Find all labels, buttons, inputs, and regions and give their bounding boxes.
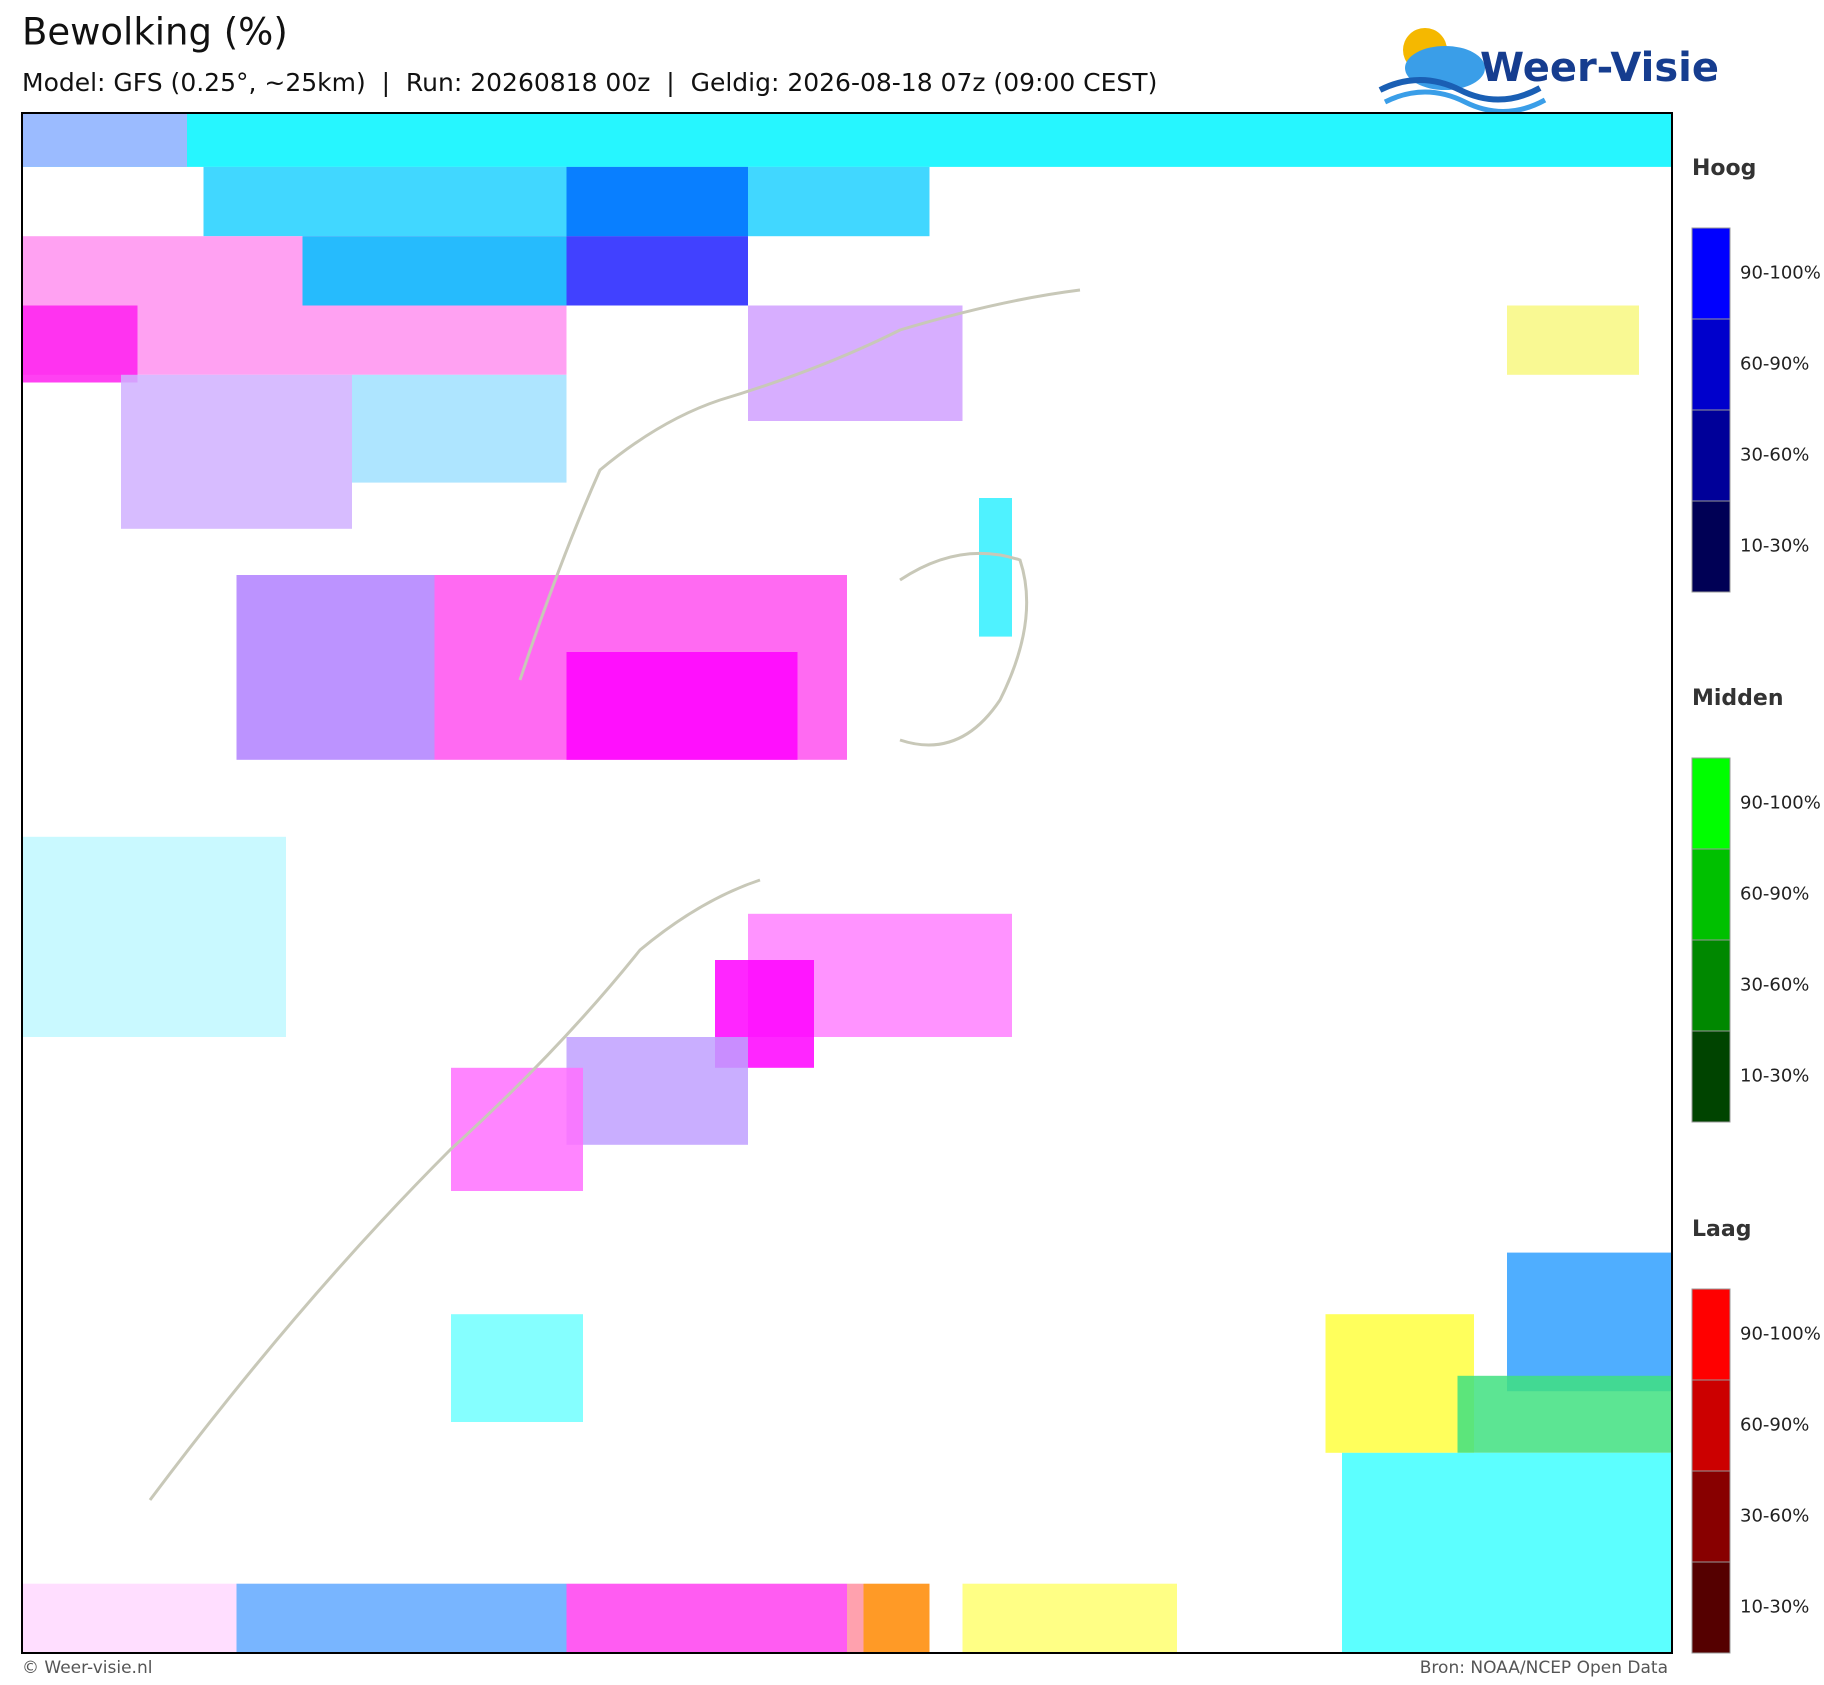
logo: Weer-Visie	[1378, 28, 1719, 114]
cloud-cell	[302, 236, 567, 306]
cloud-cell	[566, 236, 748, 306]
legend-swatch	[1691, 318, 1731, 411]
legend-swatch	[1691, 500, 1731, 593]
legend-label: 60-90%	[1740, 884, 1809, 905]
footer-source: Bron: NOAA/NCEP Open Data	[1420, 1658, 1668, 1678]
cloud-cell	[863, 1583, 930, 1653]
cloud-cell	[847, 1583, 864, 1653]
legend-swatch	[1691, 757, 1731, 850]
coastline	[148, 878, 761, 1501]
footer-credit: © Weer-visie.nl	[22, 1658, 152, 1678]
legend-label: 90-100%	[1740, 793, 1821, 814]
legend-label: 90-100%	[1740, 1324, 1821, 1345]
logo-text: Weer-Visie	[1480, 45, 1719, 91]
coastline	[518, 288, 1081, 681]
cloud-cell	[352, 374, 567, 483]
legend-label: 10-30%	[1740, 1066, 1809, 1087]
cloud-cell	[451, 1314, 583, 1422]
cloud-cell	[121, 374, 352, 529]
legend-label: 10-30%	[1740, 1597, 1809, 1618]
cloud-cell	[236, 575, 435, 760]
legend-swatch	[1691, 1561, 1731, 1654]
legend-swatch	[1691, 848, 1731, 941]
legend-swatch	[1691, 939, 1731, 1032]
cloud-cell	[1457, 1375, 1672, 1453]
map	[22, 113, 1672, 1653]
cloud-cell	[22, 113, 187, 167]
cloud-cell	[22, 1583, 237, 1653]
cloud-cell	[566, 652, 798, 760]
cloud-cell	[1507, 305, 1639, 375]
title: Bewolking (%)	[22, 11, 288, 54]
map-frame	[21, 112, 1673, 1654]
cloud-cell	[566, 1037, 748, 1145]
legend-label: 30-60%	[1740, 445, 1809, 466]
legend-label: 90-100%	[1740, 263, 1821, 284]
subtitle: Model: GFS (0.25°, ~25km) | Run: 2026081…	[22, 68, 1157, 97]
legend-title: Midden	[1692, 686, 1784, 711]
cloud-cell	[1507, 1252, 1672, 1392]
legend-label: 30-60%	[1740, 975, 1809, 996]
legend-swatch	[1691, 1470, 1731, 1563]
cloud-cell	[236, 1583, 567, 1653]
cloud-cell	[22, 305, 138, 383]
cloud-cell	[22, 113, 1672, 167]
legend: Hoog 90-100% 60-90% 30-60% 10-30% Midden 90-10…	[1691, 156, 1821, 1654]
legend-label: 30-60%	[1740, 1506, 1809, 1527]
cloud-cell	[748, 305, 963, 421]
cloud-cell	[1342, 1452, 1672, 1653]
legend-swatch	[1691, 1288, 1731, 1381]
legend-swatch	[1691, 227, 1731, 320]
coastline	[899, 551, 1029, 747]
cloud-cell	[979, 498, 1012, 637]
legend-title: Laag	[1692, 1217, 1751, 1242]
legend-swatch	[1691, 409, 1731, 502]
cloud-cell	[566, 166, 748, 237]
legend-title: Hoog	[1692, 156, 1756, 181]
cloud-cell	[1325, 1314, 1474, 1453]
legend-swatch	[1691, 1379, 1731, 1472]
legend-label: 60-90%	[1740, 354, 1809, 375]
legend-swatch	[1691, 1030, 1731, 1123]
cloud-cell	[962, 1583, 1177, 1653]
cloud-cell	[22, 836, 286, 1037]
legend-label: 60-90%	[1740, 1415, 1809, 1436]
legend-label: 10-30%	[1740, 536, 1809, 557]
cloud-cell	[566, 1583, 847, 1653]
